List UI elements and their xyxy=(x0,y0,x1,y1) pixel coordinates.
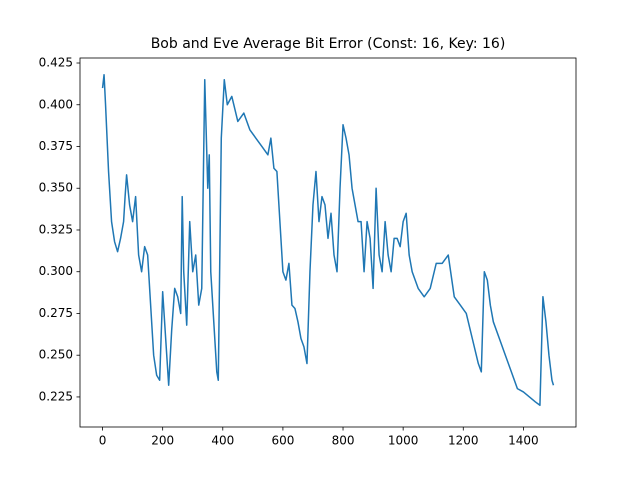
y-tick-label: 0.250 xyxy=(39,348,73,362)
y-tick-label: 0.225 xyxy=(39,389,73,403)
y-tick-label: 0.350 xyxy=(39,181,73,195)
y-tick-label: 0.275 xyxy=(39,306,73,320)
x-tick-label: 1200 xyxy=(448,434,479,448)
x-tick-label: 1400 xyxy=(508,434,539,448)
x-tick-label: 400 xyxy=(211,434,234,448)
x-tick-label: 600 xyxy=(271,434,294,448)
y-tick-label: 0.400 xyxy=(39,97,73,111)
chart-title: Bob and Eve Average Bit Error (Const: 16… xyxy=(151,36,506,52)
data-line xyxy=(101,73,555,407)
y-tick-label: 0.375 xyxy=(39,139,73,153)
plot-frame xyxy=(79,57,577,428)
y-tick-label: 0.300 xyxy=(39,264,73,278)
x-tick-label: 1000 xyxy=(388,434,419,448)
x-tick-label: 800 xyxy=(332,434,355,448)
y-tick-label: 0.425 xyxy=(39,56,73,70)
x-tick-label: 200 xyxy=(151,434,174,448)
y-tick-label: 0.325 xyxy=(39,222,73,236)
x-tick-label: 0 xyxy=(99,434,107,448)
